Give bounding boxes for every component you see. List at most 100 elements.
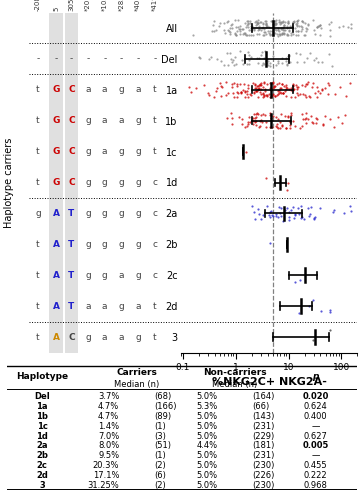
Point <box>232 16 238 24</box>
Point <box>291 18 296 26</box>
Point <box>245 118 251 126</box>
Point <box>234 93 240 101</box>
Point <box>286 26 291 34</box>
Point <box>230 114 235 122</box>
Point <box>255 93 261 101</box>
Text: C: C <box>68 147 75 156</box>
Point <box>283 83 289 91</box>
Point <box>305 78 311 86</box>
Point <box>245 20 251 28</box>
Text: *401: *401 <box>135 0 141 11</box>
Text: t: t <box>36 332 40 342</box>
Point <box>230 56 235 64</box>
Point <box>284 60 290 68</box>
Text: g: g <box>118 240 124 249</box>
Point <box>276 203 282 211</box>
Point <box>319 58 325 66</box>
Point <box>287 58 293 66</box>
Point <box>279 29 285 37</box>
Text: 0.005: 0.005 <box>302 442 329 450</box>
Point <box>295 16 301 24</box>
Point <box>274 120 280 128</box>
Point <box>283 124 288 132</box>
Point <box>292 214 297 222</box>
Text: A: A <box>53 332 60 342</box>
Point <box>278 25 283 33</box>
Text: 1.4%: 1.4% <box>98 422 119 430</box>
Point <box>313 54 318 62</box>
Text: Carriers: Carriers <box>116 368 157 377</box>
Point <box>267 79 273 87</box>
Point <box>244 60 250 68</box>
Point <box>287 118 293 126</box>
Point <box>247 17 253 25</box>
Point <box>290 24 295 32</box>
Point <box>298 202 304 210</box>
Point <box>240 30 246 38</box>
Text: c: c <box>152 270 157 280</box>
Point <box>245 19 251 27</box>
Point <box>266 29 272 37</box>
Point <box>287 124 293 132</box>
Point <box>268 114 274 122</box>
Point <box>287 24 293 32</box>
Point <box>274 30 280 38</box>
Point <box>233 23 239 31</box>
Point <box>236 113 242 121</box>
Point <box>273 26 279 34</box>
Point <box>276 18 282 26</box>
Point <box>246 56 252 64</box>
Point <box>313 119 319 127</box>
Point <box>252 80 258 88</box>
Text: *105: *105 <box>102 0 108 11</box>
Point <box>260 210 266 218</box>
Point <box>327 114 332 122</box>
Text: 0.400: 0.400 <box>304 412 327 421</box>
Text: 0.627: 0.627 <box>304 432 327 440</box>
Point <box>293 81 299 89</box>
Point <box>240 60 246 68</box>
Text: g: g <box>135 209 141 218</box>
Text: g: g <box>85 240 91 249</box>
Point <box>254 18 260 26</box>
Point <box>303 114 309 122</box>
Point <box>286 208 292 216</box>
Text: g: g <box>135 270 141 280</box>
FancyBboxPatch shape <box>49 12 63 352</box>
Point <box>302 19 308 27</box>
Text: T: T <box>68 240 74 249</box>
Point <box>248 22 254 30</box>
Point <box>284 30 290 38</box>
Text: (51): (51) <box>154 442 171 450</box>
Point <box>303 24 309 32</box>
Text: g: g <box>85 116 91 125</box>
Point <box>289 22 295 30</box>
Point <box>234 88 240 96</box>
Point <box>262 48 268 56</box>
Point <box>275 32 281 40</box>
Point <box>280 26 286 34</box>
Point <box>297 90 303 98</box>
Text: 0.222: 0.222 <box>304 471 327 480</box>
Point <box>281 21 287 29</box>
Point <box>254 110 260 118</box>
Point <box>227 28 232 36</box>
Point <box>249 25 255 33</box>
Text: C: C <box>68 86 75 94</box>
Point <box>347 79 353 87</box>
Point <box>271 82 277 90</box>
Point <box>221 61 227 69</box>
Point <box>250 120 256 128</box>
Point <box>251 110 256 118</box>
Text: -: - <box>70 54 73 64</box>
Text: g: g <box>135 178 141 187</box>
Text: (2): (2) <box>154 480 166 490</box>
Point <box>261 28 267 36</box>
Point <box>264 92 269 100</box>
Point <box>269 27 275 35</box>
Text: Non-carriers: Non-carriers <box>203 368 267 377</box>
Point <box>284 31 290 39</box>
Point <box>244 122 250 130</box>
Text: 5: 5 <box>53 6 59 11</box>
Point <box>242 87 248 95</box>
